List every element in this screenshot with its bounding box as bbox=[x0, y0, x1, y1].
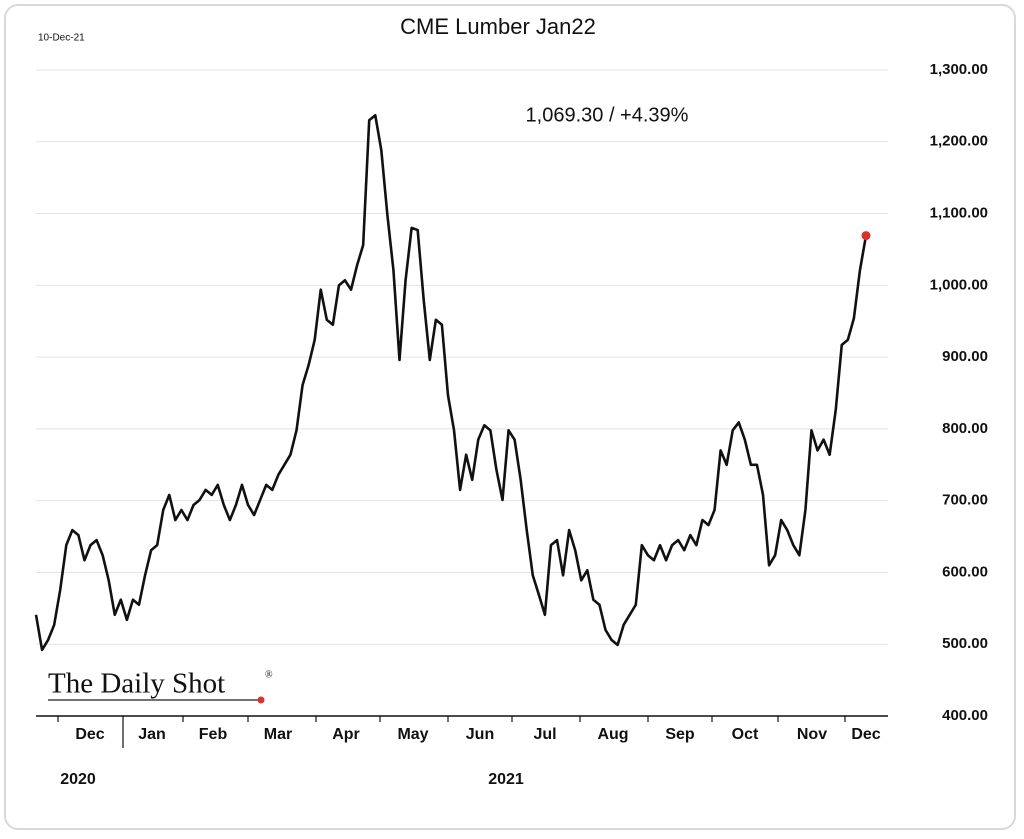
x-tick-label: Jan bbox=[138, 726, 166, 743]
x-tick-label: Jul bbox=[533, 726, 556, 743]
y-tick-label: 1,200.00 bbox=[930, 133, 988, 150]
last-point bbox=[861, 231, 871, 241]
frame bbox=[4, 4, 1016, 830]
x-tick-label: Sep bbox=[665, 726, 695, 743]
y-tick-label: 1,300.00 bbox=[930, 61, 988, 78]
y-tick-label: 900.00 bbox=[942, 348, 988, 365]
y-tick-label: 1,000.00 bbox=[930, 276, 988, 293]
y-tick-label: 1,100.00 bbox=[930, 205, 988, 222]
x-tick-label: Dec bbox=[851, 726, 880, 743]
x-tick-label: Apr bbox=[332, 726, 360, 743]
x-tick-label: Aug bbox=[597, 726, 628, 743]
annotation: 1,069.30 / +4.39% bbox=[526, 104, 689, 126]
x-tick-label: Dec bbox=[75, 726, 104, 743]
x-tick-label: Oct bbox=[732, 726, 759, 743]
x-tick-label: May bbox=[397, 726, 428, 743]
y-tick-label: 500.00 bbox=[942, 635, 988, 652]
x-tick-label: Feb bbox=[199, 726, 228, 743]
x-tick-label: Jun bbox=[466, 726, 494, 743]
x-tick-label: Mar bbox=[264, 726, 292, 743]
y-tick-label: 700.00 bbox=[942, 492, 988, 509]
brand-dot bbox=[257, 696, 265, 704]
chart-title: CME Lumber Jan22 bbox=[400, 14, 596, 39]
line bbox=[34, 113, 868, 652]
x-group-label: 2021 bbox=[488, 771, 524, 788]
y-tick-label: 800.00 bbox=[942, 420, 988, 437]
brand-mark: ® bbox=[265, 669, 273, 680]
x-tick-label: Nov bbox=[797, 726, 827, 743]
y-tick-label: 600.00 bbox=[942, 563, 988, 580]
brand: The Daily Shot bbox=[48, 668, 225, 700]
x-group-label: 2020 bbox=[60, 771, 96, 788]
y-tick-label: 400.00 bbox=[942, 707, 988, 724]
date-label: 10-Dec-21 bbox=[38, 33, 85, 44]
